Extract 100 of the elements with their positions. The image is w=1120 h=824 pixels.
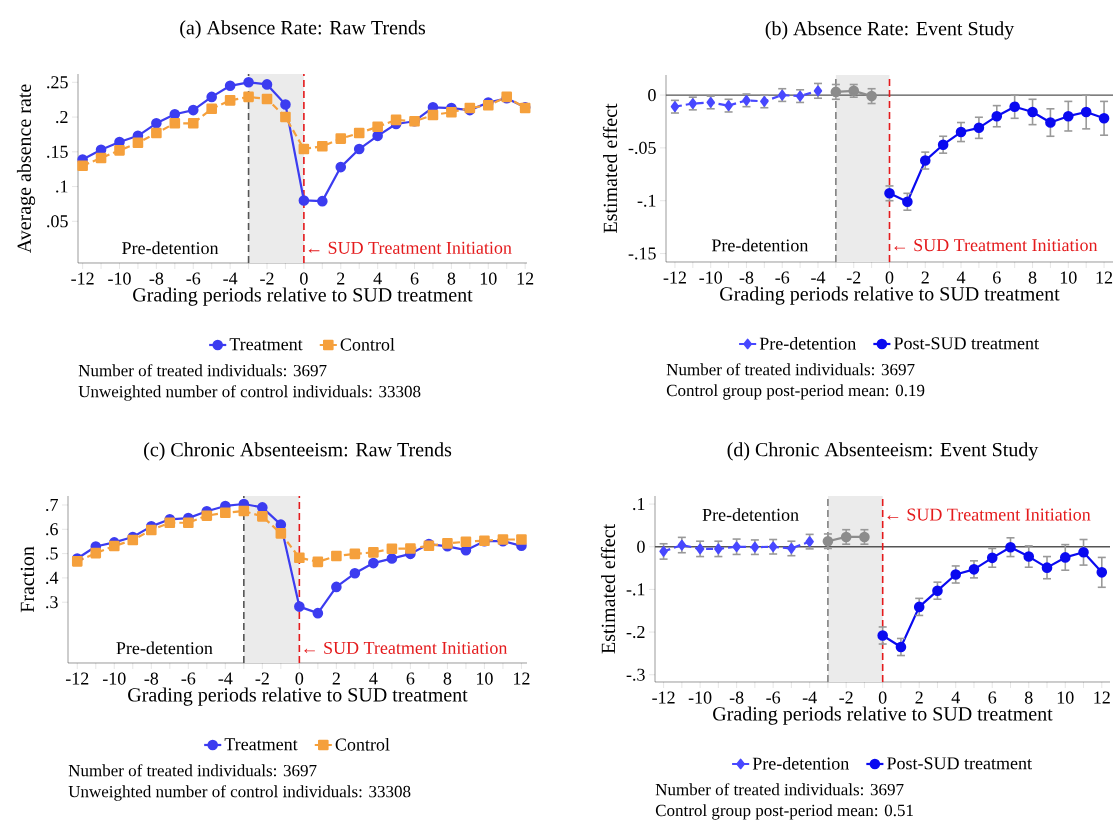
x-tick-label: -12 [652, 691, 675, 704]
y-tick-label: -.1 [626, 583, 645, 596]
x-tick-label: 8 [1024, 691, 1033, 704]
x-tick-label: 10 [480, 272, 497, 285]
x-tick-label: -10 [108, 272, 131, 285]
x-axis-title: Grading periods relative to SUD treatment [133, 287, 473, 306]
y-tick-label: .2 [56, 110, 68, 124]
legend-label: Post-SUD treatment [894, 337, 1039, 350]
ref-line-label: ← SUD Treatment Initiation [894, 239, 1098, 252]
x-tick-label: -4 [802, 691, 817, 704]
text: Number of treated individuals: 3697 [78, 364, 327, 377]
x-tick-label: 4 [951, 691, 960, 704]
y-tick-label: .4 [46, 571, 59, 584]
x-axis-title: Grading periods relative to SUD treatment [713, 706, 1053, 725]
x-tick-label: 0 [878, 691, 887, 704]
x-tick-label: -2 [839, 691, 853, 704]
x-tick-label: -10 [699, 271, 723, 284]
x-tick-label: 6 [410, 272, 419, 285]
ref-line-label: ← SUD Treatment Initiation [308, 241, 512, 254]
y-tick-label: -.1 [637, 194, 656, 207]
legend-label: Treatment [229, 338, 303, 351]
x-tick-label: 2 [915, 691, 923, 704]
text: Control group post-period mean: 0.19 [666, 384, 925, 400]
x-tick-label: -12 [65, 672, 89, 685]
x-tick-label: 10 [477, 672, 493, 685]
legend-label: Control [340, 337, 395, 351]
x-tick-label: -2 [255, 672, 269, 685]
text: Control group post-period mean: 0.51 [655, 804, 913, 820]
y-tick-label: .1 [633, 498, 645, 511]
legend-label: Pre-detention [752, 756, 849, 770]
x-tick-label: 10 [1060, 271, 1077, 284]
legend-label: Post-SUD treatment [887, 757, 1032, 770]
x-tick-label: 8 [447, 272, 456, 285]
x-tick-label: -2 [260, 272, 274, 285]
x-axis-title: Grading periods relative to SUD treatment [128, 687, 468, 706]
x-tick-label: 6 [988, 691, 997, 704]
legend-label: Treatment [224, 738, 298, 751]
ref-line-label: ← SUD Treatment Initiation [304, 641, 508, 654]
x-tick-label: -8 [729, 691, 744, 704]
x-tick-label: 0 [295, 672, 304, 685]
y-tick-label: .05 [47, 215, 68, 228]
x-tick-label: -6 [181, 672, 196, 685]
x-tick-label: -4 [218, 672, 233, 685]
text: Number of treated individuals: 3697 [655, 783, 904, 796]
x-tick-label: 6 [993, 271, 1001, 284]
chart-title: (d) Chronic Absenteeism: Event Study [727, 442, 1039, 461]
x-tick-label: 4 [956, 271, 966, 284]
y-tick-label: 0 [648, 89, 656, 102]
chart-title: (a) Absence Rate: Raw Trends [180, 20, 426, 39]
x-tick-label: -4 [223, 272, 238, 285]
x-tick-label: 2 [332, 672, 340, 685]
y-tick-label: .15 [47, 145, 68, 158]
x-tick-label: -6 [766, 691, 781, 704]
y-tick-label: .6 [46, 523, 58, 536]
x-tick-label: -4 [811, 271, 826, 284]
x-tick-label: 0 [300, 272, 308, 285]
annotation: Pre-detention [122, 241, 219, 255]
x-tick-label: 12 [1094, 691, 1110, 704]
x-tick-label: 4 [369, 672, 378, 685]
x-tick-label: 12 [517, 272, 534, 285]
chart-title: (b) Absence Rate: Event Study [765, 21, 1015, 40]
x-tick-label: -12 [663, 271, 686, 284]
y-tick-label: .3 [46, 596, 58, 609]
annotation: Pre-detention [116, 641, 213, 655]
x-tick-label: 12 [514, 672, 530, 685]
y-tick-label: .7 [46, 498, 58, 511]
x-tick-label: 2 [337, 272, 345, 285]
text: Unweighted number of control individuals: 33308 [78, 385, 421, 401]
text: Number of treated individuals: 3697 [666, 363, 915, 376]
y-tick-label: 0 [637, 540, 645, 553]
x-tick-label: 2 [921, 271, 929, 284]
x-tick-label: -8 [739, 271, 754, 284]
x-tick-label: 6 [406, 672, 415, 685]
legend-label: Pre-detention [759, 336, 856, 350]
y-tick-label: -.2 [626, 625, 645, 639]
x-tick-label: 8 [1028, 271, 1037, 284]
x-tick-label: -8 [149, 272, 164, 285]
x-tick-label: 8 [443, 672, 452, 685]
y-tick-label: -.3 [626, 668, 645, 681]
x-tick-label: -12 [71, 272, 94, 285]
x-tick-label: -10 [688, 691, 712, 704]
x-tick-label: 12 [1096, 271, 1113, 284]
x-axis-title: Grading periods relative to SUD treatment [720, 286, 1060, 305]
y-tick-label: .5 [46, 547, 58, 560]
x-tick-label: -8 [144, 672, 159, 685]
x-tick-label: 10 [1057, 691, 1074, 704]
y-axis-title: Estimated effect [602, 103, 618, 233]
x-tick-label: -6 [775, 271, 790, 284]
annotation: Pre-detention [702, 508, 799, 521]
annotation: Pre-detention [711, 238, 809, 252]
chart-title: (c) Chronic Absenteeism: Raw Trends [144, 442, 452, 461]
y-tick-label: -.05 [628, 141, 656, 154]
x-tick-label: 4 [373, 272, 382, 285]
legend-label: Control [335, 737, 390, 751]
y-tick-label: .1 [56, 180, 68, 193]
x-tick-label: -2 [846, 271, 861, 284]
x-tick-label: -6 [186, 272, 201, 285]
y-tick-label: -.15 [628, 247, 656, 260]
x-tick-label: -10 [102, 672, 126, 685]
text: Number of treated individuals: 3697 [68, 764, 317, 777]
